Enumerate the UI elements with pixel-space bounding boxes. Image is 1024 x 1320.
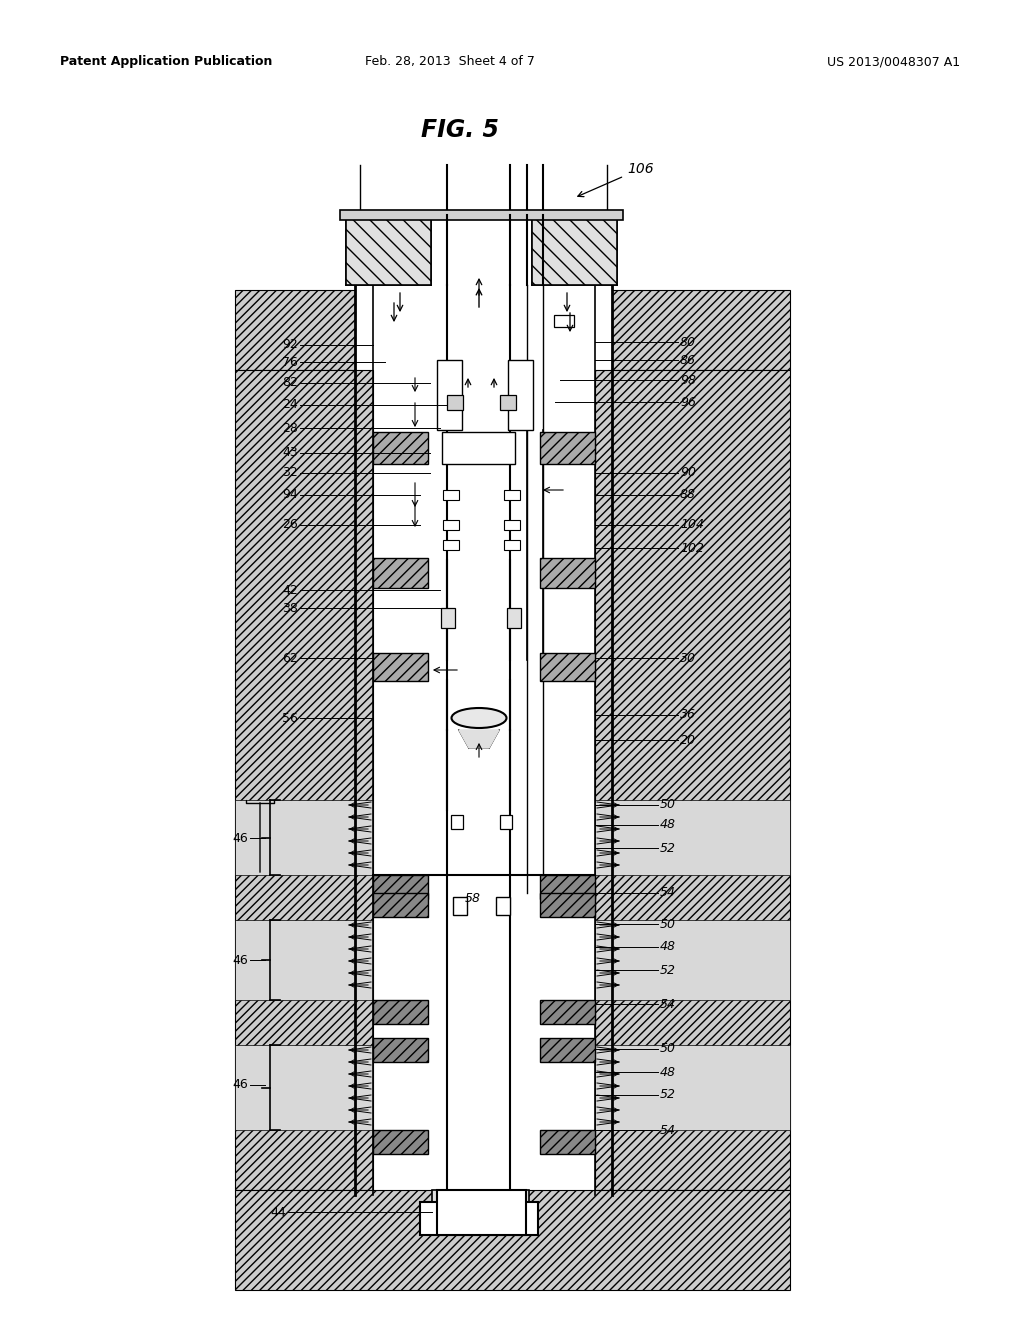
Bar: [234, 290, 355, 370]
Text: 44: 44: [270, 1205, 286, 1218]
Text: 52: 52: [660, 842, 676, 854]
Bar: [234, 1045, 373, 1130]
Bar: [432, 1191, 529, 1203]
Bar: [420, 1203, 538, 1236]
Text: 42: 42: [283, 583, 298, 597]
Bar: [595, 920, 790, 1001]
Text: 90: 90: [680, 466, 696, 479]
Text: 102: 102: [680, 541, 705, 554]
Text: 24: 24: [283, 399, 298, 412]
Text: 54: 54: [660, 998, 676, 1011]
Bar: [595, 370, 790, 1191]
Bar: [443, 540, 459, 550]
Bar: [507, 609, 521, 628]
Text: 48: 48: [660, 940, 676, 953]
Bar: [540, 1130, 595, 1154]
Text: 28: 28: [283, 421, 298, 434]
Text: 92: 92: [283, 338, 298, 351]
Bar: [443, 490, 459, 500]
Text: 106: 106: [578, 162, 653, 197]
Text: 52: 52: [660, 964, 676, 977]
Text: 20: 20: [680, 734, 696, 747]
Bar: [373, 1001, 428, 1024]
Text: 104: 104: [680, 519, 705, 532]
Bar: [595, 800, 790, 875]
Bar: [496, 898, 510, 915]
Bar: [373, 432, 428, 465]
Bar: [554, 315, 574, 327]
Bar: [612, 290, 790, 370]
Text: 26: 26: [283, 519, 298, 532]
Bar: [234, 370, 373, 1191]
Ellipse shape: [452, 708, 507, 729]
Bar: [540, 432, 595, 465]
Text: 54: 54: [660, 887, 676, 899]
Text: 98: 98: [680, 374, 696, 387]
Bar: [508, 360, 534, 430]
Bar: [504, 540, 520, 550]
Text: 43: 43: [283, 446, 298, 459]
Bar: [373, 894, 428, 917]
Bar: [442, 432, 515, 465]
Text: 54: 54: [660, 1123, 676, 1137]
Polygon shape: [459, 730, 499, 748]
Bar: [532, 215, 617, 285]
Bar: [234, 1191, 790, 1290]
Bar: [540, 894, 595, 917]
Bar: [504, 520, 520, 531]
Text: 38: 38: [283, 602, 298, 615]
Bar: [373, 1038, 428, 1063]
Bar: [234, 800, 373, 875]
Bar: [441, 609, 455, 628]
Text: 88: 88: [680, 488, 696, 502]
Bar: [504, 490, 520, 500]
Text: 86: 86: [680, 354, 696, 367]
Bar: [451, 814, 463, 829]
Bar: [373, 875, 428, 899]
Text: 52: 52: [660, 1089, 676, 1101]
Bar: [340, 210, 623, 220]
Text: 36: 36: [680, 709, 696, 722]
Text: Feb. 28, 2013  Sheet 4 of 7: Feb. 28, 2013 Sheet 4 of 7: [366, 55, 535, 69]
Bar: [540, 1001, 595, 1024]
Bar: [453, 898, 467, 915]
Bar: [500, 395, 516, 411]
Bar: [373, 558, 428, 587]
Bar: [595, 1045, 790, 1130]
Bar: [437, 360, 462, 430]
Text: 46: 46: [232, 832, 248, 845]
Text: US 2013/0048307 A1: US 2013/0048307 A1: [826, 55, 961, 69]
Text: 50: 50: [660, 917, 676, 931]
Bar: [447, 395, 463, 411]
Bar: [437, 1191, 526, 1236]
Bar: [540, 558, 595, 587]
Bar: [373, 1130, 428, 1154]
Text: 80: 80: [680, 335, 696, 348]
Text: 48: 48: [660, 1065, 676, 1078]
Text: 56: 56: [283, 711, 298, 725]
Text: 58: 58: [465, 891, 481, 904]
Bar: [540, 875, 595, 899]
Bar: [540, 653, 595, 681]
Bar: [500, 814, 512, 829]
Text: 96: 96: [680, 396, 696, 408]
Bar: [346, 215, 431, 285]
Text: 32: 32: [283, 466, 298, 479]
Text: 82: 82: [283, 376, 298, 389]
Text: FIG. 5: FIG. 5: [421, 117, 499, 143]
Text: 62: 62: [283, 652, 298, 664]
Bar: [540, 1038, 595, 1063]
Text: 30: 30: [680, 652, 696, 664]
Text: 94: 94: [283, 488, 298, 502]
Text: 46: 46: [232, 1078, 248, 1092]
Text: Patent Application Publication: Patent Application Publication: [60, 55, 272, 69]
Bar: [234, 920, 373, 1001]
Text: 46: 46: [232, 953, 248, 966]
Bar: [443, 520, 459, 531]
Text: 76: 76: [283, 355, 298, 368]
Text: 50: 50: [660, 1043, 676, 1056]
Text: 50: 50: [660, 799, 676, 812]
Text: 48: 48: [660, 818, 676, 832]
Bar: [373, 653, 428, 681]
